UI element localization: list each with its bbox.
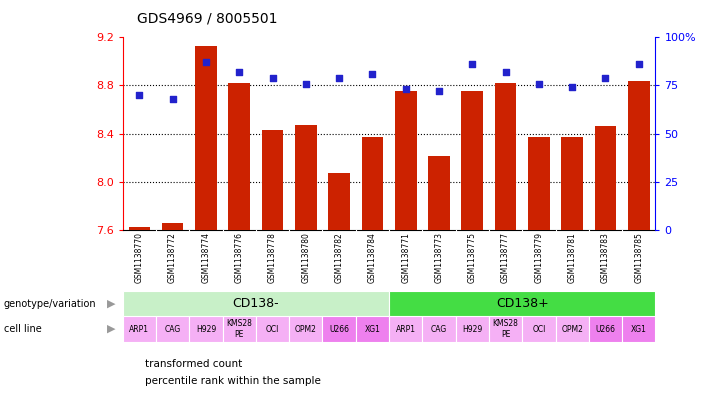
Text: KMS28
PE: KMS28 PE — [226, 320, 252, 339]
Text: XG1: XG1 — [631, 325, 647, 334]
Text: GSM1138785: GSM1138785 — [634, 232, 644, 283]
Bar — [162, 223, 184, 230]
Text: OCI: OCI — [266, 325, 279, 334]
Bar — [562, 137, 583, 230]
Text: GDS4969 / 8005501: GDS4969 / 8005501 — [137, 12, 277, 26]
Bar — [223, 316, 256, 342]
Bar — [428, 156, 450, 230]
Text: GSM1138770: GSM1138770 — [135, 232, 144, 283]
Bar — [256, 316, 290, 342]
Text: H929: H929 — [196, 325, 216, 334]
Point — [134, 92, 145, 98]
Bar — [156, 316, 189, 342]
Bar — [290, 316, 322, 342]
Bar — [589, 316, 622, 342]
Bar — [628, 81, 650, 230]
Text: cell line: cell line — [4, 324, 41, 334]
Text: GSM1138776: GSM1138776 — [235, 232, 244, 283]
Text: GSM1138778: GSM1138778 — [268, 232, 277, 283]
Text: GSM1138783: GSM1138783 — [601, 232, 610, 283]
Bar — [356, 316, 389, 342]
Point — [600, 75, 611, 81]
Text: GSM1138782: GSM1138782 — [334, 232, 343, 283]
Text: percentile rank within the sample: percentile rank within the sample — [145, 376, 321, 386]
Point — [167, 96, 178, 102]
Text: CD138+: CD138+ — [496, 297, 549, 310]
Text: U266: U266 — [329, 325, 349, 334]
Bar — [395, 92, 416, 230]
Text: ARP1: ARP1 — [395, 325, 416, 334]
Text: GSM1138774: GSM1138774 — [201, 232, 210, 283]
Text: H929: H929 — [462, 325, 482, 334]
Bar — [423, 316, 456, 342]
Bar — [362, 137, 383, 230]
Bar — [229, 83, 250, 230]
Bar — [123, 291, 389, 316]
Text: GSM1138773: GSM1138773 — [435, 232, 444, 283]
Point — [633, 61, 644, 68]
Text: GSM1138775: GSM1138775 — [468, 232, 477, 283]
Point — [433, 88, 444, 94]
Text: KMS28
PE: KMS28 PE — [493, 320, 519, 339]
Text: OPM2: OPM2 — [295, 325, 317, 334]
Bar — [461, 92, 483, 230]
Text: GSM1138781: GSM1138781 — [568, 232, 577, 283]
Bar — [622, 316, 655, 342]
Bar — [128, 228, 150, 230]
Text: GSM1138777: GSM1138777 — [501, 232, 510, 283]
Text: CAG: CAG — [165, 325, 181, 334]
Text: genotype/variation: genotype/variation — [4, 299, 96, 309]
Bar — [556, 316, 589, 342]
Point — [267, 75, 278, 81]
Bar — [489, 316, 522, 342]
Bar — [522, 316, 556, 342]
Point — [500, 69, 511, 75]
Point — [533, 81, 545, 87]
Text: ▶: ▶ — [107, 299, 116, 309]
Bar — [594, 127, 616, 230]
Text: transformed count: transformed count — [145, 358, 243, 369]
Text: GSM1138779: GSM1138779 — [534, 232, 543, 283]
Point — [566, 84, 578, 90]
Bar — [322, 316, 356, 342]
Text: U266: U266 — [595, 325, 615, 334]
Text: OCI: OCI — [532, 325, 545, 334]
Text: CAG: CAG — [431, 325, 447, 334]
Text: OPM2: OPM2 — [562, 325, 583, 334]
Point — [233, 69, 245, 75]
Bar — [528, 137, 550, 230]
Text: ▶: ▶ — [107, 324, 116, 334]
Bar — [389, 291, 655, 316]
Point — [400, 86, 411, 92]
Text: GSM1138772: GSM1138772 — [168, 232, 177, 283]
Text: GSM1138771: GSM1138771 — [401, 232, 410, 283]
Point — [200, 59, 212, 66]
Bar — [123, 316, 156, 342]
Text: GSM1138784: GSM1138784 — [368, 232, 377, 283]
Point — [300, 81, 311, 87]
Point — [367, 71, 378, 77]
Bar — [261, 130, 283, 230]
Text: ARP1: ARP1 — [129, 325, 149, 334]
Text: CD138-: CD138- — [233, 297, 279, 310]
Bar — [456, 316, 489, 342]
Point — [467, 61, 478, 68]
Bar — [295, 125, 317, 230]
Bar — [495, 83, 517, 230]
Bar — [195, 46, 217, 230]
Point — [334, 75, 345, 81]
Bar — [189, 316, 223, 342]
Text: XG1: XG1 — [365, 325, 381, 334]
Bar — [328, 173, 350, 230]
Text: GSM1138780: GSM1138780 — [301, 232, 311, 283]
Bar — [389, 316, 423, 342]
